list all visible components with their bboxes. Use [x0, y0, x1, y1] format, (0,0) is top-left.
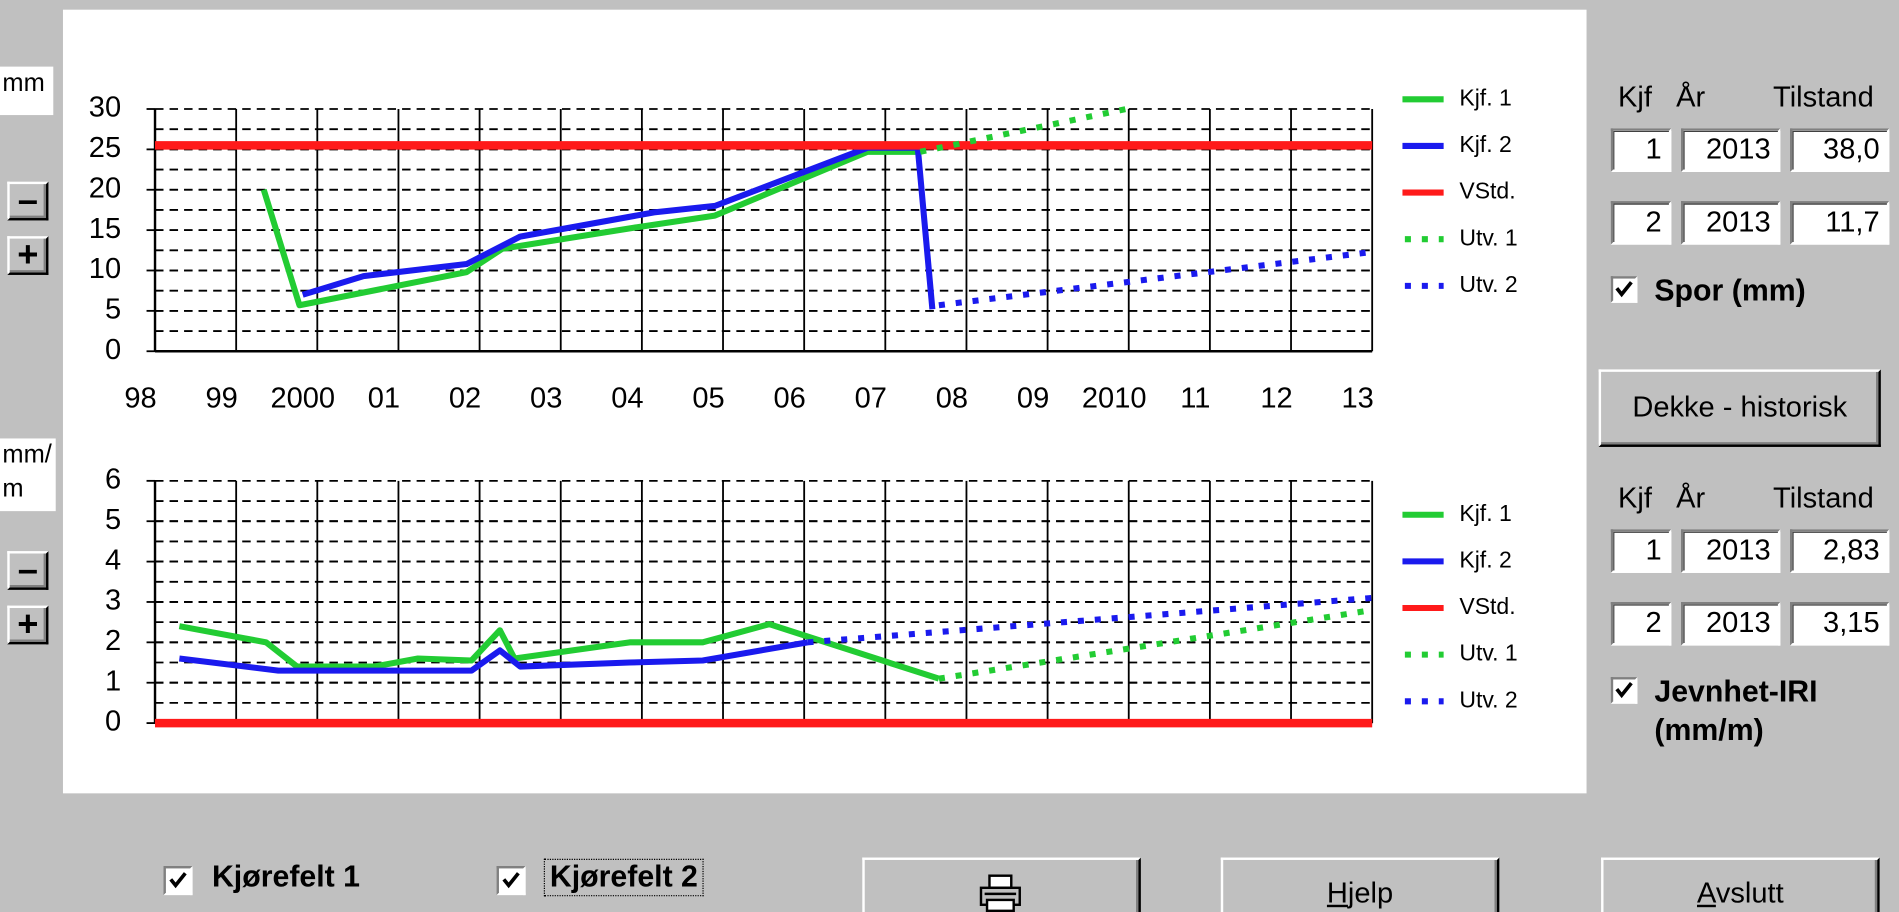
- value-field: 3,15: [1790, 601, 1890, 646]
- value-field: 2: [1610, 201, 1672, 245]
- y-axis-label: mm: [0, 66, 54, 116]
- value-field: 1: [1610, 529, 1672, 573]
- y-tick-label: 5: [105, 294, 121, 326]
- button[interactable]: Hjelp: [1220, 857, 1500, 912]
- column-header: Kjf: [1618, 81, 1652, 114]
- legend-label: Utv. 2: [1459, 271, 1517, 297]
- series-line: [807, 594, 1373, 646]
- y-tick-label: 0: [105, 334, 121, 366]
- series-line: [178, 621, 940, 682]
- series-line: [260, 148, 921, 309]
- value-field: 38,0: [1790, 128, 1890, 172]
- checkbox-label: Spor (mm): [1654, 273, 1806, 308]
- button-label: Avslutt: [1696, 876, 1784, 910]
- value-field: 2013: [1681, 201, 1781, 245]
- checkbox-label: Kjørefelt 1: [211, 859, 361, 894]
- check-mark: [502, 872, 520, 889]
- y-tick-label: 3: [105, 585, 121, 617]
- legend-label: Utv. 1: [1459, 640, 1517, 666]
- legend-label: Utv. 2: [1459, 686, 1517, 712]
- y-tick-label: 15: [89, 213, 121, 245]
- column-header: Kjf: [1618, 482, 1652, 515]
- check-mark: [1615, 281, 1633, 298]
- x-tick-label: 2010: [1082, 382, 1147, 414]
- y-tick-label: 0: [105, 706, 121, 738]
- column-header: År: [1676, 482, 1706, 515]
- series-line: [919, 106, 1127, 155]
- x-tick-label: 12: [1260, 382, 1292, 414]
- y-tick-label: 20: [89, 172, 121, 204]
- x-tick-label: 08: [936, 382, 968, 414]
- checkbox[interactable]: [1610, 677, 1638, 704]
- value-field: 2013: [1681, 529, 1781, 573]
- zoom-button[interactable]: –: [7, 180, 49, 221]
- x-tick-label: 07: [855, 382, 887, 414]
- value-field: 1: [1610, 128, 1672, 172]
- series-line: [938, 607, 1373, 682]
- x-tick-label: 02: [449, 382, 481, 414]
- y-tick-label: 5: [105, 504, 121, 536]
- x-tick-label: 98: [124, 382, 156, 414]
- legend-label: Utv. 1: [1459, 224, 1517, 250]
- y-axis-label: mm/m: [0, 438, 56, 512]
- x-tick-label: 2000: [270, 382, 335, 414]
- value-field: 2,83: [1790, 529, 1890, 573]
- legend-label: Kjf. 2: [1459, 131, 1511, 157]
- y-tick-label: 1: [105, 665, 121, 697]
- printer-icon: [979, 874, 1021, 912]
- y-tick-label: 4: [105, 544, 121, 576]
- x-tick-label: 11: [1180, 382, 1210, 414]
- y-tick-label: 30: [89, 92, 121, 124]
- y-tick-label: 2: [105, 625, 121, 657]
- x-tick-label: 13: [1341, 382, 1373, 414]
- legend-label: Kjf. 2: [1459, 546, 1511, 572]
- checkbox-label: Kjørefelt 2: [543, 858, 704, 897]
- y-tick-label: 10: [89, 253, 121, 285]
- zoom-button[interactable]: –: [7, 550, 49, 590]
- x-tick-label: 01: [368, 382, 400, 414]
- value-field: 2013: [1681, 128, 1781, 172]
- legend-label: VStd.: [1459, 593, 1515, 619]
- x-tick-label: 05: [692, 382, 724, 414]
- check-path: [169, 872, 187, 889]
- x-tick-label: 09: [1017, 382, 1049, 414]
- checkbox[interactable]: [1610, 276, 1638, 303]
- x-tick-label: 99: [205, 382, 237, 414]
- y-tick-label: 6: [105, 464, 121, 496]
- zoom-button[interactable]: +: [7, 235, 49, 275]
- column-header: År: [1676, 81, 1706, 114]
- history-button[interactable]: Dekke - historisk: [1598, 369, 1881, 447]
- check-mark: [1615, 681, 1633, 699]
- series-line: [178, 639, 808, 674]
- x-tick-label: 06: [773, 382, 805, 414]
- check-path: [1615, 281, 1633, 298]
- column-header: Tilstand: [1773, 81, 1874, 114]
- x-tick-label: 04: [611, 382, 643, 414]
- series-line: [938, 248, 1373, 309]
- value-field: 2013: [1681, 601, 1781, 646]
- y-tick-label: 25: [89, 132, 121, 164]
- button[interactable]: Avslutt: [1601, 857, 1880, 912]
- checkbox-label: Jevnhet-IRI (mm/m): [1654, 674, 1818, 748]
- value-field: 2: [1610, 601, 1672, 646]
- column-header: Tilstand: [1773, 482, 1874, 515]
- check-mark: [169, 872, 187, 889]
- print-button[interactable]: [862, 857, 1141, 912]
- legend-label: VStd.: [1459, 178, 1515, 204]
- x-tick-label: 03: [530, 382, 562, 414]
- zoom-button[interactable]: +: [7, 604, 49, 645]
- check-path: [1615, 681, 1633, 699]
- check-path: [502, 872, 520, 889]
- button-label: Hjelp: [1326, 876, 1394, 910]
- value-field: 11,7: [1790, 201, 1890, 245]
- legend-label: Kjf. 1: [1459, 84, 1511, 110]
- checkbox[interactable]: [163, 866, 193, 896]
- checkbox[interactable]: [496, 866, 526, 896]
- legend-label: Kjf. 1: [1459, 500, 1511, 526]
